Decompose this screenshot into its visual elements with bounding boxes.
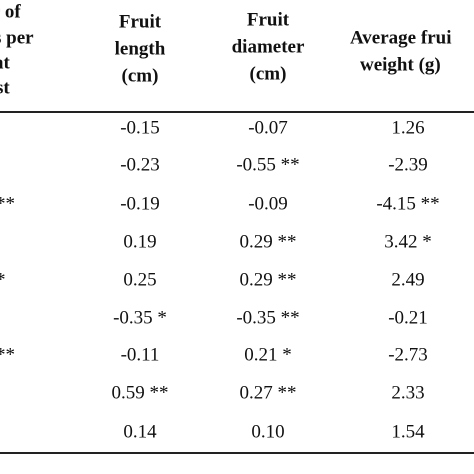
header-text: weight (g) (360, 54, 441, 76)
cell: ** (0, 193, 15, 215)
header-text: s per (0, 27, 34, 49)
cell: -0.09 (248, 193, 288, 215)
cell: -0.23 (120, 154, 160, 176)
cell: -0.55 ** (236, 154, 300, 176)
header-text: st (0, 77, 10, 99)
header-text: at (0, 52, 10, 74)
header-text: r of (0, 1, 21, 23)
header-text: diameter (231, 36, 305, 58)
cell: 0.27 ** (239, 382, 297, 404)
cell: -0.07 (248, 117, 288, 139)
cell: -0.21 (388, 307, 428, 329)
cell: 0.19 (123, 231, 157, 253)
cell: -0.15 (120, 117, 160, 139)
bottom-rule (0, 452, 474, 454)
cell: -0.19 (120, 193, 160, 215)
cell: 2.33 (391, 382, 425, 404)
header-text: Fruit (246, 9, 290, 31)
header-text: length (114, 38, 166, 60)
header-text: Fruit (118, 11, 162, 33)
cell: * (0, 271, 6, 290)
cell: 2.49 (391, 269, 425, 291)
header-text: (cm) (249, 63, 287, 85)
cell: . (0, 309, 1, 328)
cell: 3.42 * (384, 231, 432, 253)
header-rule (0, 111, 474, 113)
cell: 0.25 (123, 269, 157, 291)
cell: 0.10 (251, 421, 285, 443)
cell: 0.21 * (244, 344, 292, 366)
cell: 0.14 (123, 421, 157, 443)
header-text: Average frui (350, 27, 452, 49)
cell: ** (0, 344, 15, 366)
cell: -0.35 ** (236, 307, 300, 329)
cell: -0.11 (120, 344, 160, 366)
cell: 1.54 (391, 421, 425, 443)
cell: -4.15 ** (376, 193, 440, 215)
cell: -0.35 * (113, 307, 167, 329)
cell: 0.59 ** (111, 382, 169, 404)
cell: 0.29 ** (239, 269, 297, 291)
cell: 0.29 ** (239, 231, 297, 253)
cell: -2.73 (388, 344, 428, 366)
cell: -2.39 (388, 154, 428, 176)
cell: 1.26 (391, 117, 425, 139)
header-text: (cm) (121, 65, 159, 87)
